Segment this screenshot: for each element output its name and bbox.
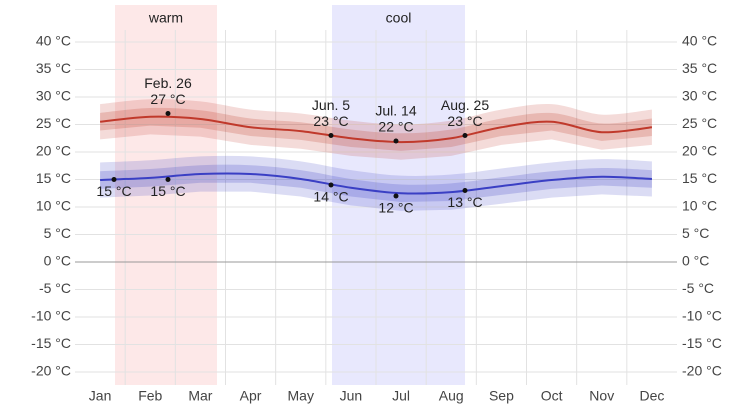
annotation-dot <box>165 111 171 116</box>
annotation-value: 27 °C <box>150 91 185 107</box>
x-tick-label: Nov <box>589 388 614 404</box>
annotation-date: Jul. 14 <box>375 103 416 119</box>
season-label: cool <box>386 10 412 26</box>
annotation-date: Aug. 25 <box>441 97 489 113</box>
season-band <box>115 5 217 385</box>
temperature-line <box>100 172 652 195</box>
y-tick-label: 25 °C <box>36 115 71 131</box>
season-band <box>332 5 465 385</box>
y-tick-label: 30 °C <box>36 88 71 104</box>
annotation-date: Jun. 5 <box>312 97 350 113</box>
y-tick-label-right: 35 °C <box>682 60 717 76</box>
y-tick-label: -5 °C <box>39 280 71 296</box>
y-tick-label-right: -15 °C <box>682 335 722 351</box>
x-tick-label: Dec <box>639 388 664 404</box>
y-tick-label-right: -5 °C <box>682 280 714 296</box>
annotation-dot <box>393 193 399 199</box>
annotation-dot <box>328 133 334 138</box>
y-tick-label-right: -10 °C <box>682 308 722 324</box>
annotation-value: 23 °C <box>447 113 482 129</box>
y-tick-label-right: 0 °C <box>682 253 709 269</box>
annotation-value: 23 °C <box>313 113 348 129</box>
x-tick-label: Aug <box>439 388 464 404</box>
annotation-dot <box>462 188 468 193</box>
temperature-line <box>99 115 653 144</box>
x-tick-label: Sep <box>489 388 514 404</box>
x-tick-label: Jun <box>340 388 363 404</box>
annotation-value: 12 °C <box>378 200 413 216</box>
y-tick-label: 20 °C <box>36 143 71 159</box>
annotation-value: 15 °C <box>150 183 185 199</box>
y-tick-label: 5 °C <box>44 225 71 241</box>
season-label: warm <box>148 10 183 26</box>
y-tick-label: 15 °C <box>36 170 71 186</box>
x-tick-label: May <box>288 388 314 404</box>
annotation-dot <box>165 177 171 182</box>
y-tick-label: -15 °C <box>31 335 71 351</box>
annotation-dot <box>462 133 468 138</box>
annotation-value: 13 °C <box>447 194 482 210</box>
y-tick-label: 10 °C <box>36 198 71 214</box>
y-tick-label: -20 °C <box>31 363 71 379</box>
annotation-value: 14 °C <box>313 189 348 205</box>
annotation-dot <box>328 182 334 188</box>
y-tick-label: -10 °C <box>31 308 71 324</box>
x-tick-label: Feb <box>138 388 162 404</box>
y-tick-label: 35 °C <box>36 60 71 76</box>
x-tick-label: Oct <box>541 388 563 404</box>
y-tick-label: 40 °C <box>36 33 71 49</box>
y-tick-label-right: 15 °C <box>682 170 717 186</box>
y-tick-label-right: 25 °C <box>682 115 717 131</box>
annotation-dot <box>111 177 117 182</box>
annotation-date: Feb. 26 <box>144 75 192 91</box>
x-tick-label: Jul <box>392 388 410 404</box>
percentile-band <box>100 155 652 211</box>
percentile-band <box>100 99 652 160</box>
x-tick-label: Mar <box>188 388 212 404</box>
y-tick-label: 0 °C <box>44 253 71 269</box>
y-tick-label-right: 40 °C <box>682 33 717 49</box>
annotation-value: 22 °C <box>378 119 413 135</box>
annotation-value: 15 °C <box>96 183 131 199</box>
x-tick-label: Apr <box>240 388 262 404</box>
percentile-band <box>100 107 652 151</box>
y-tick-label-right: -20 °C <box>682 363 722 379</box>
y-tick-label-right: 10 °C <box>682 198 717 214</box>
y-tick-label-right: 5 °C <box>682 225 709 241</box>
y-tick-label-right: 30 °C <box>682 88 717 104</box>
y-tick-label-right: 20 °C <box>682 143 717 159</box>
x-tick-label: Jan <box>89 388 112 404</box>
annotation-dot <box>393 138 399 144</box>
